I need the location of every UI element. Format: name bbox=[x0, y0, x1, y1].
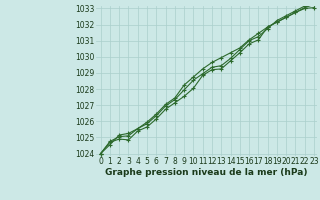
X-axis label: Graphe pression niveau de la mer (hPa): Graphe pression niveau de la mer (hPa) bbox=[105, 168, 308, 177]
